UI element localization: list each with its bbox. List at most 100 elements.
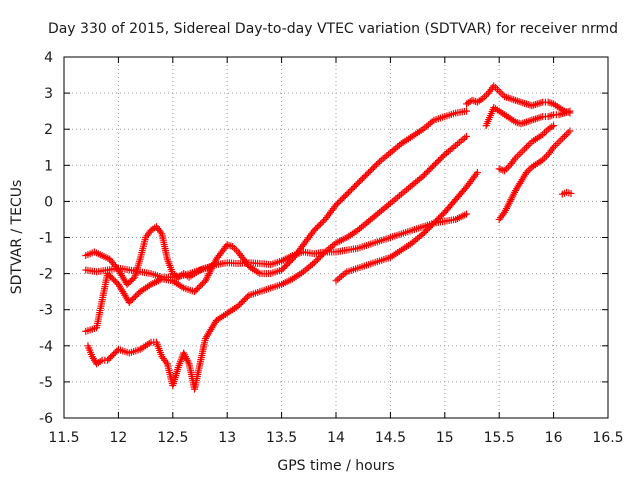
series-marker	[167, 276, 175, 284]
series-marker	[537, 99, 545, 107]
data-point	[528, 116, 536, 124]
series-marker	[211, 257, 219, 265]
series-marker	[450, 143, 458, 151]
series-marker	[431, 218, 439, 226]
series-marker	[316, 253, 324, 261]
x-tick-label: 12.5	[157, 430, 188, 446]
series-marker	[385, 201, 393, 209]
series-marker	[285, 258, 293, 266]
data-point	[229, 243, 237, 251]
series-marker	[265, 285, 273, 293]
series-marker	[515, 98, 523, 106]
y-tick-label: 4	[44, 50, 53, 66]
series-track-a	[82, 223, 215, 288]
series-marker	[134, 346, 142, 354]
x-tick-label: 14	[327, 430, 345, 446]
series-marker	[107, 273, 115, 281]
series-marker	[254, 268, 262, 276]
series-marker	[358, 175, 366, 183]
series-marker	[537, 157, 545, 165]
data-point	[560, 132, 568, 140]
series-marker	[510, 117, 518, 125]
series-marker	[315, 222, 323, 230]
series-marker	[312, 257, 320, 265]
chart-title: Day 330 of 2015, Sidereal Day-to-day VTE…	[48, 21, 618, 37]
series-marker	[134, 267, 142, 275]
data-point	[517, 98, 525, 106]
y-axis-label: SDTVAR / TECUs	[9, 180, 25, 295]
series-marker	[174, 365, 182, 373]
series-marker	[492, 84, 500, 92]
series-track-h	[495, 122, 558, 175]
series-marker	[472, 98, 480, 106]
data-point	[512, 96, 520, 104]
series-marker	[422, 227, 430, 235]
data-markers	[82, 82, 575, 393]
series-marker	[548, 123, 556, 131]
series-marker	[515, 150, 523, 158]
series-marker	[384, 234, 392, 242]
series-marker	[493, 106, 501, 114]
series-marker	[196, 362, 204, 370]
data-point	[566, 107, 574, 115]
series-marker	[96, 357, 104, 365]
series-marker	[436, 155, 444, 163]
series-marker	[131, 292, 139, 300]
series-marker	[395, 231, 403, 239]
data-point	[501, 167, 509, 175]
series-marker	[188, 269, 196, 277]
series-marker	[123, 266, 131, 274]
series-marker	[425, 224, 433, 232]
series-marker	[537, 113, 545, 121]
x-tick-label: 15	[436, 430, 454, 446]
series-marker	[111, 349, 119, 357]
series-marker	[330, 240, 338, 248]
series-marker	[428, 118, 436, 126]
series-marker	[493, 85, 501, 93]
series-marker	[352, 245, 360, 253]
data-point	[522, 118, 530, 126]
series-marker	[227, 242, 235, 250]
y-tick-label: -6	[39, 411, 53, 427]
series-marker	[194, 285, 202, 293]
series-marker	[504, 94, 512, 102]
series-marker	[504, 163, 512, 171]
series-marker	[111, 277, 119, 285]
series-marker	[535, 99, 543, 107]
series-marker	[282, 261, 290, 269]
series-track-d	[84, 132, 471, 393]
data-point	[430, 219, 438, 227]
series-marker	[384, 254, 392, 262]
series-marker	[564, 129, 572, 137]
series-marker	[265, 270, 273, 278]
series-marker	[128, 295, 136, 303]
series-marker	[366, 167, 374, 175]
series-marker	[188, 287, 196, 295]
data-point	[365, 169, 373, 177]
series-marker	[553, 140, 561, 148]
series-marker	[254, 288, 262, 296]
series-marker	[130, 294, 138, 302]
series-marker	[236, 301, 244, 309]
series-marker	[244, 261, 252, 269]
series-marker	[335, 198, 343, 206]
series-marker	[320, 249, 328, 257]
series-marker	[232, 246, 240, 254]
series-marker	[460, 186, 468, 194]
series-marker	[505, 199, 513, 207]
series-marker	[281, 263, 289, 271]
series-marker	[351, 182, 359, 190]
x-tick-label: 12	[109, 430, 127, 446]
series-marker	[344, 189, 352, 197]
series-marker	[421, 228, 429, 236]
data-point	[354, 179, 362, 187]
series-marker	[146, 228, 154, 236]
series-marker	[559, 110, 567, 118]
y-tick-label: 2	[44, 122, 53, 138]
series-marker	[508, 95, 516, 103]
data-point	[506, 95, 514, 103]
series-marker	[541, 113, 549, 121]
series-marker	[105, 355, 113, 363]
series-marker	[349, 184, 357, 192]
series-marker	[499, 166, 507, 174]
